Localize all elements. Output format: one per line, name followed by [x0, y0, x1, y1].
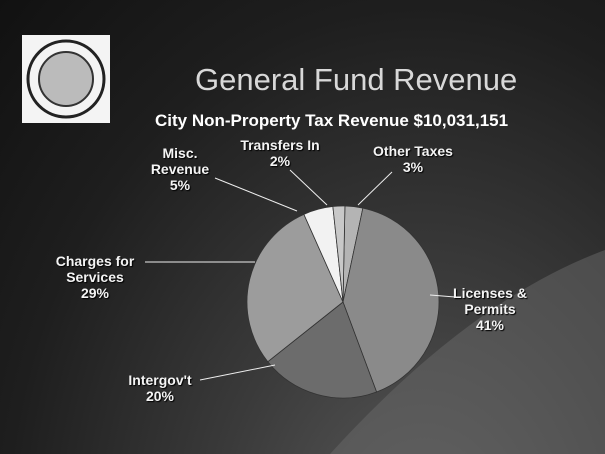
leader: [429, 294, 456, 298]
pie: [246, 205, 440, 399]
slice-label: Intergov't 20%: [105, 372, 215, 404]
seal-inner: [38, 51, 94, 107]
slice-label: Other Taxes 3%: [363, 143, 463, 175]
category-label: Intergov't: [128, 372, 192, 388]
value-label: 41%: [475, 317, 505, 333]
swoosh: [330, 250, 605, 454]
leader: [357, 171, 393, 206]
category-label: Misc. Revenue: [150, 145, 210, 177]
leader: [199, 364, 276, 381]
leader: [289, 169, 328, 206]
value-label: 20%: [145, 388, 175, 404]
seal: [26, 39, 106, 119]
slice-label: Licenses & Permits 41%: [440, 285, 540, 333]
slice-label: Charges for Services 29%: [40, 253, 150, 301]
pie-slice: [246, 213, 344, 363]
value-label: 29%: [80, 285, 110, 301]
pie-slice: [267, 301, 378, 399]
category-label: Transfers In: [240, 137, 320, 153]
pie-slice: [342, 207, 440, 393]
category-label: Charges for Services: [55, 253, 135, 285]
leaders: [145, 169, 456, 381]
category-label: Licenses & Permits: [453, 285, 527, 317]
category-label: Other Taxes: [373, 143, 453, 159]
value-label: 3%: [402, 159, 424, 175]
chart-subtitle: City Non-Property Tax Revenue $10,031,15…: [155, 111, 509, 130]
value-label: 2%: [269, 153, 291, 169]
value-label: 5%: [169, 177, 191, 193]
slice-label: Transfers In 2%: [225, 137, 335, 169]
slice-label: Misc. Revenue 5%: [140, 145, 220, 193]
chart-title: General Fund Revenue: [195, 62, 518, 97]
pie-slice: [332, 205, 346, 303]
leader: [214, 177, 298, 212]
